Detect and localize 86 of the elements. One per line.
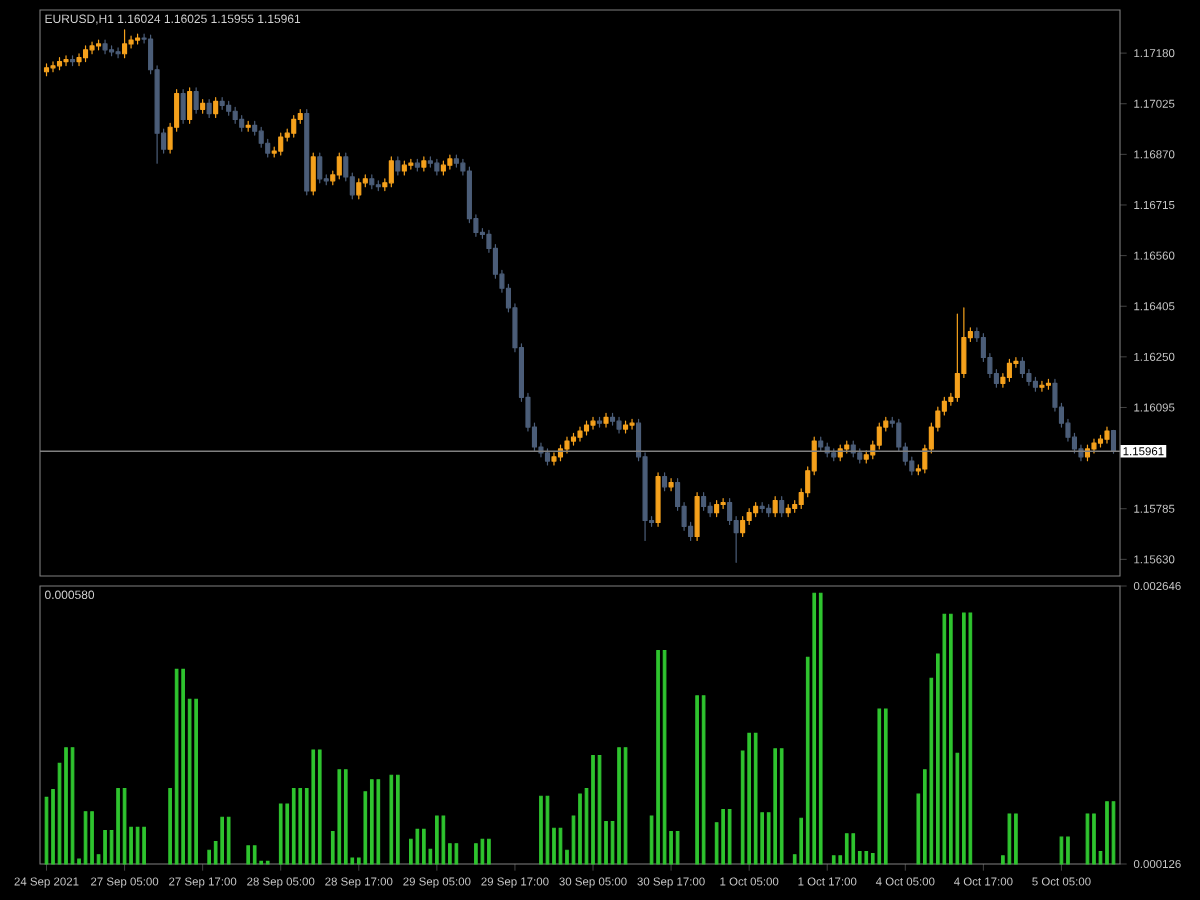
candlestick [772,496,778,518]
candlestick [89,41,95,55]
candlestick [109,45,115,57]
candlestick [544,448,551,466]
candlestick [779,496,785,518]
candlestick [63,55,69,67]
candlestick [701,492,707,511]
candlestick [759,501,765,513]
candlestick [135,33,141,45]
candlestick [844,440,850,454]
candlestick [577,426,583,442]
candlestick [317,152,323,184]
candlestick [434,158,440,176]
candlestick [388,156,394,188]
candlestick [76,53,82,67]
candlestick [603,412,609,428]
candlestick [50,61,56,73]
candlestick [232,106,238,124]
candlestick [401,160,407,176]
candlestick [206,98,212,119]
candlestick [310,152,316,196]
candlestick [278,132,284,156]
candlestick [200,98,206,114]
candlestick [421,156,427,172]
candlestick [583,420,590,436]
candlestick [785,503,791,518]
candlestick [1091,438,1097,454]
candlestick [1019,356,1025,379]
candlestick [304,109,310,196]
candlestick [609,412,616,426]
candlestick [447,154,453,170]
candlestick [375,180,381,192]
candlestick [180,89,186,124]
candlestick [1045,378,1051,390]
candlestick [1039,380,1045,392]
candlestick [395,156,401,176]
candlestick [616,416,622,434]
candlestick [551,452,557,466]
candlestick [564,436,570,454]
candlestick [122,29,128,59]
candlestick [720,498,726,509]
candlestick [655,472,661,527]
candlestick [245,120,251,132]
candlestick [753,501,759,518]
candlestick [694,492,700,541]
candlestick [1032,376,1038,392]
candlestick [427,156,433,168]
candlestick [818,436,824,452]
candlestick [187,87,193,124]
candlestick [69,55,76,67]
candlestick [291,114,297,138]
candlestick [82,45,89,63]
candlestick [440,160,446,176]
candlestick [954,313,960,402]
candlestick [1006,358,1012,382]
candlestick [662,472,668,492]
candlestick [239,114,245,132]
candlestick [369,174,375,190]
candlestick [336,152,342,180]
candlestick [193,87,199,114]
candlestick [356,178,362,200]
candlestick [96,39,102,51]
candlestick [857,448,863,464]
candlestick [453,154,459,168]
candlestick [408,158,414,170]
candlestick [102,39,108,55]
candlestick [213,96,219,119]
candlestick [831,448,837,462]
candlestick [629,418,635,430]
candlestick [414,158,420,172]
candlestick [668,478,674,492]
candlestick [219,96,225,110]
candlestick [714,499,720,518]
candlestick [1110,429,1117,454]
candlestick [1097,434,1104,448]
candlestick [596,416,603,428]
candlestick [43,63,50,77]
candlestick [590,416,596,430]
candlestick [1104,426,1110,444]
candlestick [56,57,63,71]
candlestick [622,420,629,434]
candlestick [115,47,121,59]
candlestick [226,100,232,116]
candlestick [570,432,577,446]
candlestick [766,503,772,518]
candlestick [740,515,746,538]
